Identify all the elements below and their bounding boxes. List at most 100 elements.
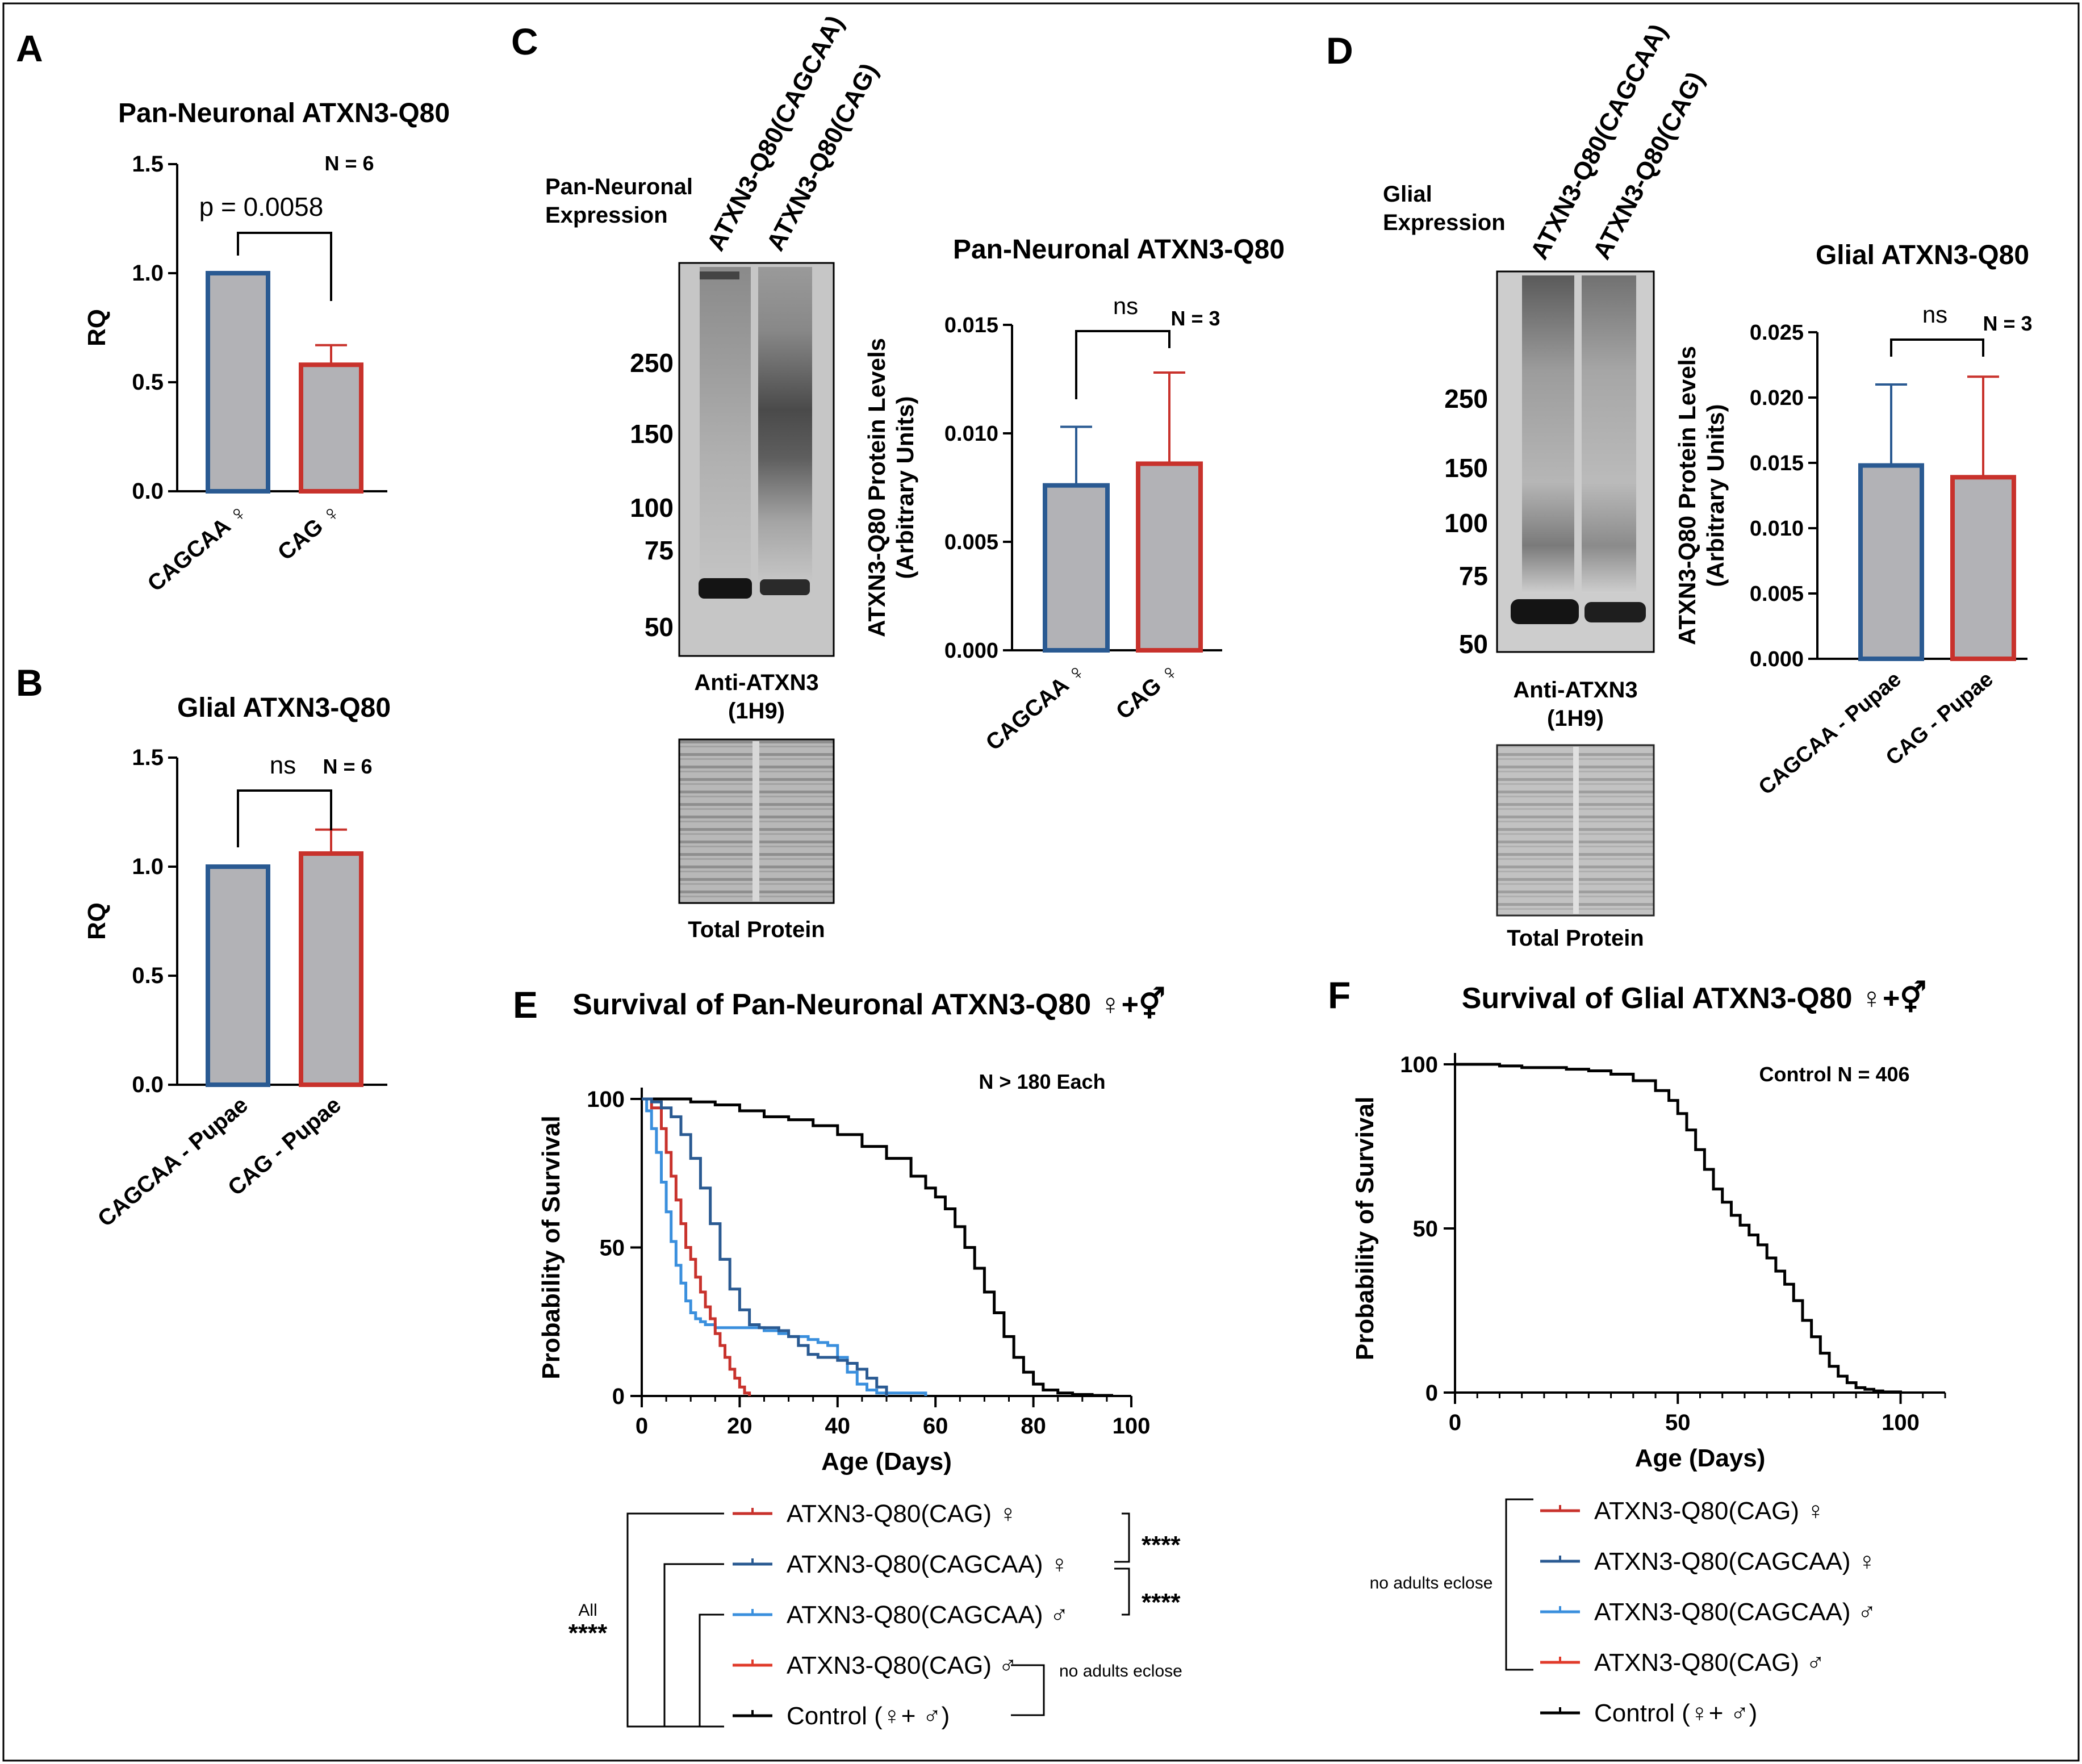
chart-e-all-bracket-outer bbox=[626, 1512, 724, 1728]
chart-f-ylabel: Probability of Survival bbox=[1351, 1097, 1379, 1361]
blot-d-mw-150: 150 bbox=[1444, 453, 1488, 483]
blot-c-expression-line2: Expression bbox=[545, 203, 668, 228]
chart-c-significance-bracket bbox=[1075, 330, 1170, 399]
chart-c-ytick-label: 0.015 bbox=[944, 313, 998, 337]
blot-c-lane2-smear bbox=[758, 267, 812, 585]
blot-d-expression-line2: Expression bbox=[1383, 210, 1506, 235]
chart-d-ylabel-line: (Arbitrary Units) bbox=[1702, 404, 1729, 587]
chart-b-ylabel: RQ bbox=[83, 902, 111, 940]
chart-f-no-eclose-bracket bbox=[1505, 1498, 1533, 1671]
chart-d-ytick-label: 0.025 bbox=[1750, 321, 1804, 345]
chart-e-ylabel: Probability of Survival bbox=[537, 1115, 565, 1380]
chart-f-xtick-label: 0 bbox=[1449, 1410, 1461, 1435]
chart-e-legend-label: ATXN3-Q80(CAG) ♂ bbox=[787, 1652, 1017, 1679]
blot-d-mw-75: 75 bbox=[1459, 561, 1488, 591]
blot-c-mw-100: 100 bbox=[630, 493, 674, 522]
chart-f-xtick-label: 100 bbox=[1882, 1410, 1920, 1435]
chart-f-xlabel: Age (Days) bbox=[1635, 1444, 1766, 1472]
chart-f-series-line bbox=[1455, 1063, 1903, 1394]
chart-c-ylabel-line: ATXN3-Q80 Protein Levels bbox=[863, 338, 890, 637]
chart-d-ytick-label: 0.005 bbox=[1750, 582, 1804, 606]
chart-e-title: Survival of Pan-Neuronal ATXN3-Q80 ♀+⚥ bbox=[572, 986, 1165, 1021]
blot-c-lane1-top-band bbox=[700, 271, 739, 279]
blot-c-mw-150: 150 bbox=[630, 419, 674, 449]
chart-e-series-line bbox=[642, 1097, 888, 1396]
chart-a-n-label: N = 6 bbox=[324, 152, 374, 175]
chart-f-title: Survival of Glial ATXN3-Q80 ♀+⚥ bbox=[1462, 980, 1927, 1015]
chart-b-ytick-label: 0.5 bbox=[132, 963, 164, 988]
blot-c-lane1-smear bbox=[700, 267, 751, 585]
chart-c: Pan-Neuronal ATXN3-Q80 0.000 0.005 0.010 0.0… bbox=[863, 235, 1285, 755]
chart-e-xtick-label: 80 bbox=[1021, 1414, 1046, 1439]
chart-d-significance-bracket bbox=[1890, 338, 1984, 357]
chart-a-category-label: CAG ♀ bbox=[273, 499, 346, 565]
chart-f: Survival of Glial ATXN3-Q80 ♀+⚥ 0 50 100 0 50… bbox=[1351, 980, 1946, 1727]
chart-a-ytick-label: 0.5 bbox=[132, 370, 164, 395]
blot-d-antibody-line1: Anti-ATXN3 bbox=[1513, 678, 1637, 703]
panel-letter-c: C bbox=[511, 20, 538, 62]
chart-e-stat-2: **** bbox=[1142, 1589, 1181, 1616]
blot-d-expression-line1: Glial bbox=[1383, 182, 1432, 207]
chart-e-legend-label: Control (♀+ ♂) bbox=[787, 1702, 950, 1730]
chart-d-title: Glial ATXN3-Q80 bbox=[1816, 240, 2029, 270]
chart-b-significance-bracket bbox=[237, 789, 332, 847]
chart-f-legend-label: ATXN3-Q80(CAG) ♀ bbox=[1594, 1497, 1825, 1525]
chart-b-bar bbox=[206, 864, 270, 1087]
blot-c-lane2-main-band bbox=[760, 579, 810, 595]
blot-d-lane-label-cag: ATXN3-Q80(CAG) bbox=[1588, 68, 1710, 264]
chart-f-legend-label: Control (♀+ ♂) bbox=[1594, 1699, 1757, 1727]
blot-d-lane2-smear bbox=[1582, 275, 1636, 593]
chart-e-all-bracket-inner bbox=[699, 1613, 724, 1727]
chart-b-ytick-label: 1.5 bbox=[132, 745, 164, 770]
blot-c-mw-50: 50 bbox=[645, 612, 674, 642]
chart-d-ylabel-line: ATXN3-Q80 Protein Levels bbox=[1674, 346, 1700, 645]
blot-d-mw-50: 50 bbox=[1459, 629, 1488, 659]
chart-d-bar bbox=[1950, 475, 2016, 661]
chart-a-ytick-label: 0.0 bbox=[132, 479, 164, 504]
chart-f-legend-label: ATXN3-Q80(CAG) ♂ bbox=[1594, 1649, 1825, 1677]
blot-d-lane1-main-band bbox=[1511, 599, 1579, 624]
chart-e-all-stat: **** bbox=[568, 1619, 608, 1647]
chart-c-category-label: CAG ♀ bbox=[1111, 658, 1184, 724]
blot-c-total-protein-gap bbox=[752, 741, 759, 901]
chart-a-ytick-label: 1.5 bbox=[132, 152, 164, 177]
blot-c-antibody-line1: Anti-ATXN3 bbox=[694, 670, 818, 695]
blot-d-total-protein-gap bbox=[1573, 747, 1579, 914]
blot-c-lane-label-cag: ATXN3-Q80(CAG) bbox=[762, 59, 884, 256]
chart-b: Glial ATXN3-Q80 0.0 0.5 1.0 1.5 RQ CAGCAA - Pu… bbox=[83, 693, 391, 1232]
blot-panel-d: Glial Expression ATXN3-Q80(CAGCAA) ATXN3… bbox=[1383, 19, 1710, 951]
chart-b-significance: ns bbox=[270, 751, 296, 779]
chart-a-category-label: CAGCAA ♀ bbox=[143, 499, 253, 596]
chart-d-n-label: N = 3 bbox=[1983, 312, 2032, 335]
chart-e-xtick-label: 60 bbox=[923, 1414, 948, 1439]
chart-e-xtick-label: 40 bbox=[825, 1414, 851, 1439]
chart-f-no-eclose-label: no adults eclose bbox=[1370, 1574, 1493, 1592]
chart-b-n-label: N = 6 bbox=[323, 755, 372, 778]
chart-c-n-label: N = 3 bbox=[1170, 307, 1220, 330]
chart-f-xtick-label: 50 bbox=[1665, 1410, 1691, 1435]
chart-d-ytick-label: 0.000 bbox=[1750, 647, 1804, 671]
chart-f-ytick-label: 0 bbox=[1425, 1381, 1438, 1406]
chart-a-bar bbox=[299, 362, 363, 494]
blot-c-antibody-line2: (1H9) bbox=[728, 699, 785, 724]
chart-b-category-label: CAGCAA - Pupae bbox=[93, 1092, 253, 1232]
panel-letter-e: E bbox=[513, 984, 538, 1026]
chart-d-bar bbox=[1858, 463, 1924, 661]
blot-d-mw-100: 100 bbox=[1444, 508, 1488, 538]
chart-f-n-label: Control N = 406 bbox=[1759, 1063, 1909, 1086]
chart-e-legend-label: ATXN3-Q80(CAGCAA) ♀ bbox=[787, 1550, 1069, 1578]
chart-b-title: Glial ATXN3-Q80 bbox=[177, 693, 391, 723]
chart-e-ytick-label: 0 bbox=[612, 1384, 625, 1409]
chart-e-series-line bbox=[642, 1097, 751, 1396]
chart-e-legend-label: ATXN3-Q80(CAGCAA) ♂ bbox=[787, 1601, 1069, 1629]
chart-e-xtick-label: 100 bbox=[1113, 1414, 1151, 1439]
chart-d-significance: ns bbox=[1922, 301, 1947, 328]
chart-f-ytick-label: 50 bbox=[1413, 1217, 1439, 1242]
chart-d-category-label: CAGCAA - Pupae bbox=[1754, 667, 1906, 800]
blot-panel-c: Pan-Neuronal Expression ATXN3-Q80(CAGCAA… bbox=[545, 11, 884, 942]
chart-e-series-line bbox=[642, 1097, 1114, 1397]
chart-e-n-label: N > 180 Each bbox=[979, 1070, 1105, 1093]
chart-c-bar bbox=[1136, 461, 1203, 653]
